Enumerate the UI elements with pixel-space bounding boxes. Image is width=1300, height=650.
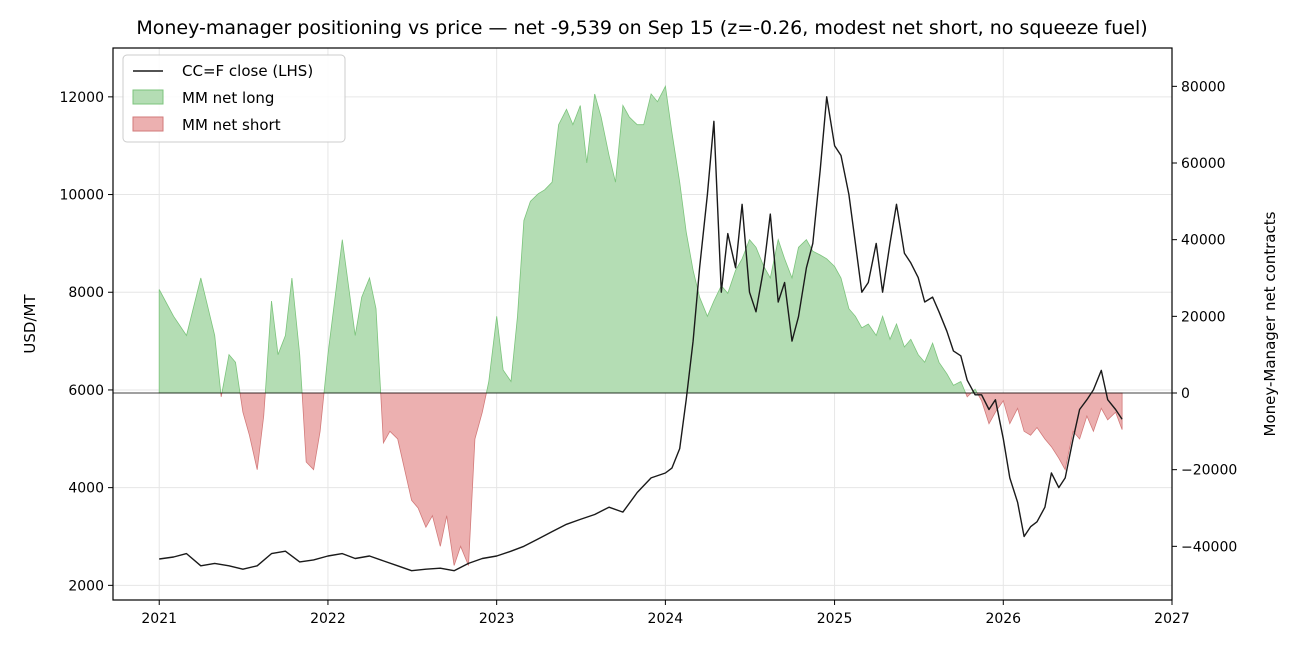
y-right-tick-label: 80000 xyxy=(1181,79,1226,95)
right-y-axis: −40000 −20000 0 20000 40000 60000 80000 xyxy=(1172,79,1237,555)
y-right-tick-label: −20000 xyxy=(1181,463,1237,479)
legend-box xyxy=(122,54,346,143)
x-tick-label: 2023 xyxy=(479,611,515,627)
x-tick-label: 2025 xyxy=(817,611,853,627)
y-right-tick-label: 40000 xyxy=(1181,233,1226,249)
x-tick-label: 2022 xyxy=(310,611,346,627)
net-long-area xyxy=(485,84,967,394)
x-tick-label: 2027 xyxy=(1154,611,1190,627)
y-left-tick-label: 8000 xyxy=(68,285,104,301)
x-tick-label: 2024 xyxy=(648,611,684,627)
net-long-area xyxy=(264,277,303,394)
y-left-tick-label: 4000 xyxy=(68,481,104,497)
net-short-area xyxy=(964,392,973,398)
net-short-area xyxy=(301,392,325,471)
y-right-tick-label: −40000 xyxy=(1181,539,1237,555)
price-line-layer xyxy=(159,96,1123,572)
legend-swatch-net-short xyxy=(132,116,164,132)
y-left-tick-label: 10000 xyxy=(59,188,104,204)
y-left-tick-label: 6000 xyxy=(68,383,104,399)
y-right-tick-label: 0 xyxy=(1181,386,1190,402)
right-axis-title: Money-Manager net contracts xyxy=(1261,211,1279,436)
y-right-tick-label: 60000 xyxy=(1181,156,1226,172)
net-short-area xyxy=(239,392,266,470)
legend-swatch-net-long xyxy=(132,89,164,105)
y-right-tick-label: 20000 xyxy=(1181,309,1226,325)
legend-label-net-long: MM net long xyxy=(182,89,274,107)
x-axis: 2021 2022 2023 2024 2025 2026 2027 xyxy=(141,600,1190,627)
left-axis-title: USD/MT xyxy=(21,294,39,354)
x-tick-label: 2021 xyxy=(141,611,177,627)
legend: CC=F close (LHS) MM net long MM net shor… xyxy=(122,54,346,143)
legend-label-net-short: MM net short xyxy=(182,116,281,134)
left-y-axis: 2000 4000 6000 8000 10000 12000 xyxy=(59,90,113,594)
net-short-area xyxy=(976,392,1123,471)
y-left-tick-label: 2000 xyxy=(68,578,104,594)
y-left-tick-label: 12000 xyxy=(59,90,104,106)
legend-label-price: CC=F close (LHS) xyxy=(182,62,313,80)
price-line xyxy=(159,96,1123,572)
net-long-area xyxy=(221,353,241,394)
x-tick-label: 2026 xyxy=(985,611,1021,627)
net-short-area xyxy=(380,392,487,566)
net-long-area xyxy=(158,277,222,394)
chart-title: Money-manager positioning vs price — net… xyxy=(136,17,1147,39)
plot-frame xyxy=(112,47,1173,601)
net-long-area xyxy=(323,239,382,394)
net-position-areas xyxy=(158,84,1123,566)
net-short-area xyxy=(220,392,223,397)
